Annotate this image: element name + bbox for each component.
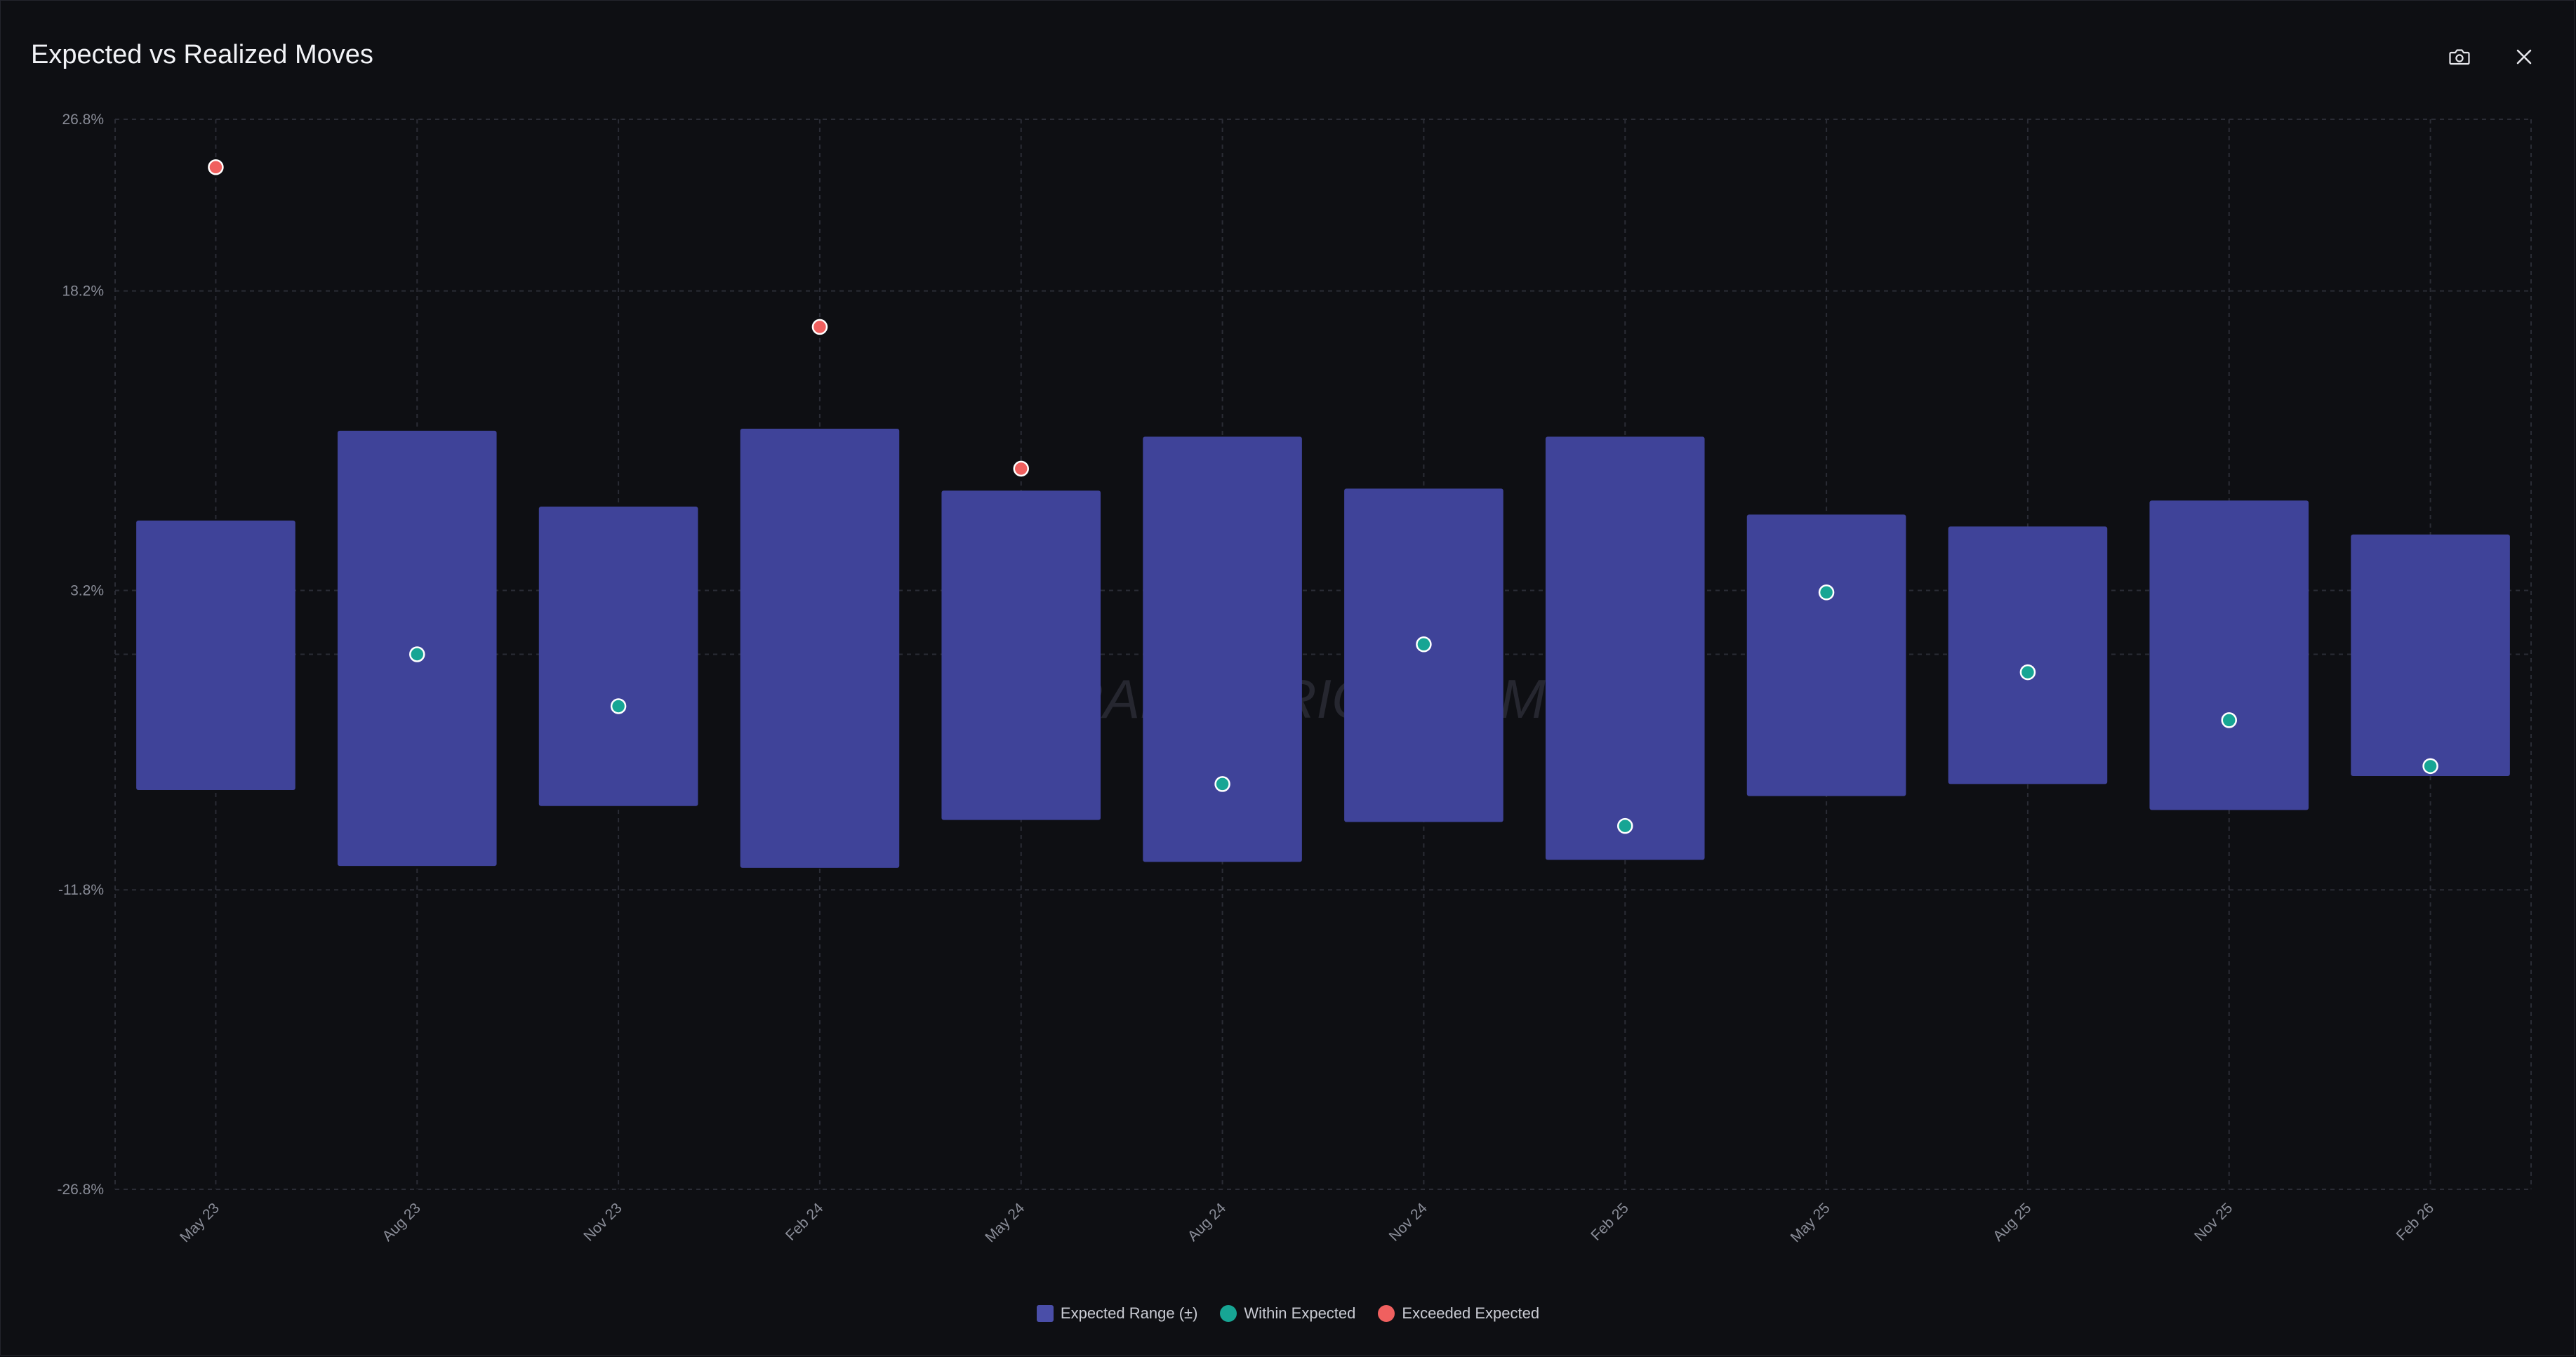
y-tick-label: 26.8% [62,112,104,128]
within-expected-point [2019,664,2036,681]
expected-range-bar [2351,534,2510,777]
exceeded-expected-point [208,159,224,175]
realized-points [208,159,2438,834]
legend-swatch-expected [1036,1305,1054,1322]
within-expected-point [2221,712,2237,728]
legend-expected-range[interactable]: Expected Range (±) [1036,1304,1198,1323]
x-tick-label: Feb 24 [783,1200,827,1244]
legend-label-expected: Expected Range (±) [1060,1304,1198,1322]
x-tick-label: Feb 25 [1588,1200,1632,1244]
expected-range-bar [1545,436,1705,860]
expected-range-bar [1746,514,1906,796]
expected-range-bar [136,520,296,790]
x-tick-label: Feb 26 [2394,1200,2438,1244]
legend-label-within: Within Expected [1244,1304,1356,1322]
within-expected-point [1214,776,1230,792]
y-tick-label: 3.2% [70,582,104,599]
expected-range-bar [941,490,1101,820]
y-tick-label: 18.2% [62,283,104,300]
x-tick-label: Nov 23 [580,1200,625,1244]
expected-range-bar [1143,436,1302,862]
x-tick-label: May 23 [177,1200,223,1245]
within-expected-point [1818,584,1835,601]
x-tick-label: Aug 23 [379,1200,423,1244]
legend-exceeded-expected[interactable]: Exceeded Expected [1378,1304,1539,1323]
legend: Expected Range (±) Within Expected Excee… [1,1304,2575,1323]
camera-icon[interactable] [2444,41,2475,72]
x-tick-label: Nov 24 [1386,1200,1431,1245]
within-expected-point [610,698,627,714]
y-tick-label: -11.8% [58,882,104,898]
legend-swatch-exceeded [1378,1305,1395,1322]
x-tick-label: Nov 25 [2191,1200,2236,1244]
y-tick-label: -26.8% [57,1182,104,1198]
legend-label-exceeded: Exceeded Expected [1402,1304,1540,1322]
exceeded-expected-point [1013,460,1029,477]
close-icon[interactable] [2509,41,2540,72]
expected-range-bar [1948,526,2108,784]
within-expected-point [1617,817,1633,834]
within-expected-point [1416,636,1432,653]
x-tick-label: May 25 [1788,1200,1833,1245]
grid [114,119,2532,1190]
x-tick-label: Aug 24 [1185,1200,1230,1245]
y-axis-labels: 26.8% 18.2% 3.2% -11.8% -26.8% [57,112,104,1198]
x-tick-label: Aug 25 [1990,1200,2034,1244]
expected-range-bar [740,428,900,868]
x-axis-labels: May 23 Aug 23 Nov 23 Feb 24 May 24 Aug 24 Nov … [177,1200,2437,1245]
chart-title: Expected vs Realized Moves [31,40,373,69]
exceeded-expected-point [811,319,828,335]
legend-swatch-within [1220,1305,1237,1322]
expected-range-bars [136,428,2510,868]
within-expected-point [409,646,425,662]
expected-range-bar [1344,488,1503,822]
expected-range-bar [538,506,698,806]
expected-range-bar [2149,500,2309,810]
within-expected-point [2422,758,2438,775]
x-tick-label: May 24 [982,1200,1028,1245]
legend-within-expected[interactable]: Within Expected [1220,1304,1355,1323]
